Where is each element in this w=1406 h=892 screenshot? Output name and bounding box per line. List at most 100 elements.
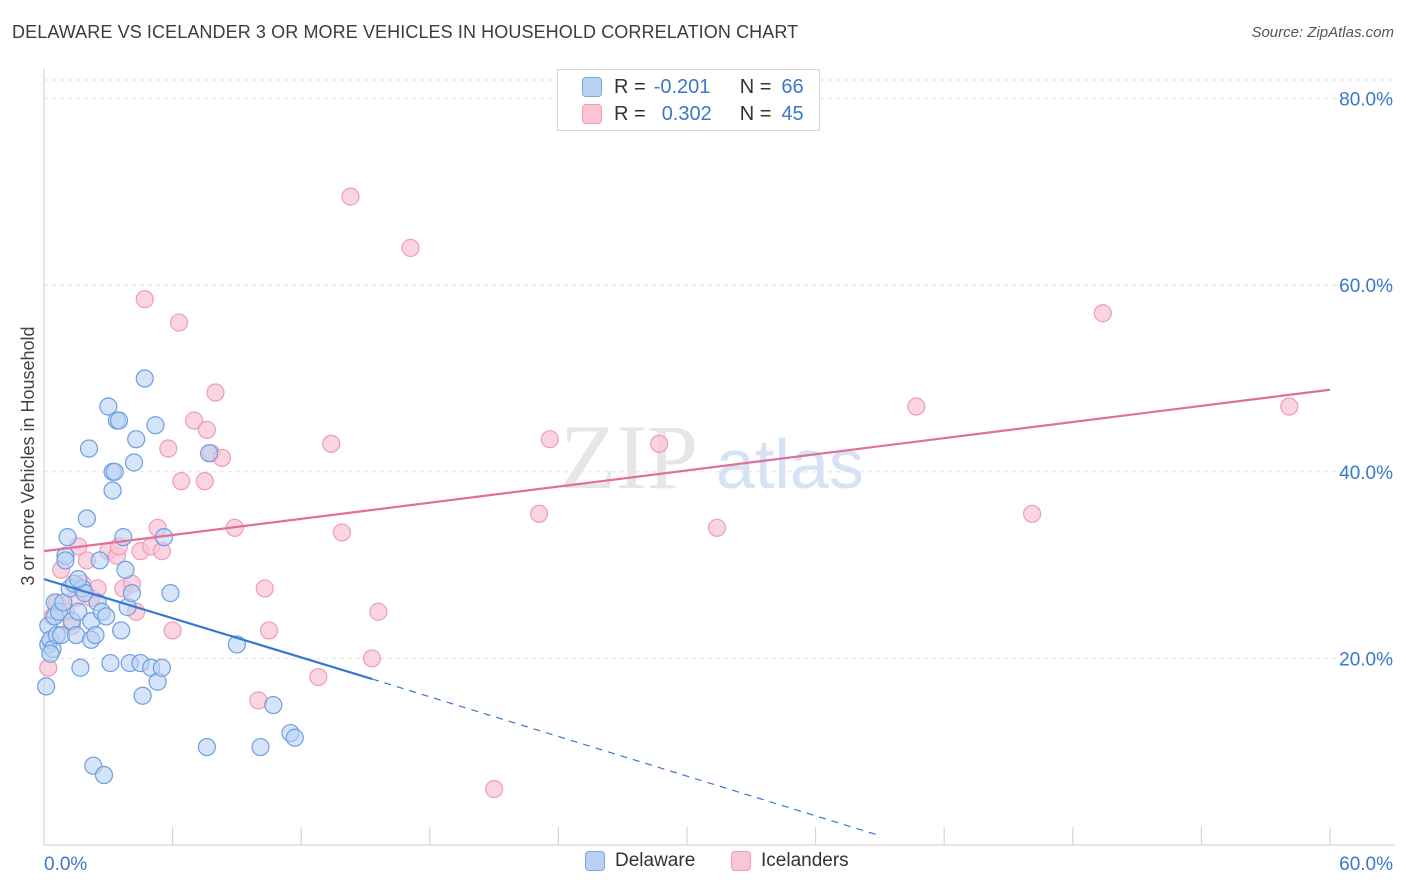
r-value-icelanders: 0.302 bbox=[661, 102, 712, 125]
delaware-point bbox=[77, 509, 96, 528]
x-tick-label: 0.0% bbox=[44, 854, 87, 875]
y-tick-label: 80.0% bbox=[1339, 90, 1393, 111]
delaware-point bbox=[90, 551, 109, 570]
icelanders-point bbox=[907, 397, 926, 416]
icelanders-point bbox=[369, 602, 388, 621]
icelanders-point bbox=[259, 621, 279, 640]
delaware-point bbox=[124, 453, 144, 472]
axes bbox=[43, 68, 1395, 846]
legend-row-delaware: R = -0.201 N = 66 bbox=[582, 75, 804, 99]
delaware-point bbox=[122, 584, 141, 603]
delaware-legend-swatch bbox=[585, 851, 605, 871]
x-tick-label: 60.0% bbox=[1339, 854, 1393, 875]
delaware-point bbox=[79, 439, 99, 458]
delaware-point bbox=[133, 686, 152, 705]
legend-item-delaware: Delaware bbox=[585, 850, 695, 872]
watermark-zip: ZIP bbox=[560, 406, 698, 508]
icelanders-point bbox=[135, 290, 154, 309]
watermark: ZIP atlas bbox=[560, 406, 864, 508]
icelanders-point bbox=[401, 238, 420, 258]
n-value-delaware: 66 bbox=[781, 75, 804, 98]
grid-lines bbox=[44, 79, 1395, 659]
delaware-point bbox=[146, 416, 165, 435]
delaware-point bbox=[264, 695, 283, 715]
tick-labels: 20.0% 40.0% 60.0% 80.0% 0.0% 60.0% bbox=[44, 90, 1393, 875]
delaware-point bbox=[71, 658, 90, 677]
delaware-point bbox=[116, 560, 135, 579]
icelanders-point bbox=[309, 667, 328, 687]
delaware-point bbox=[67, 625, 86, 645]
r-label: R = bbox=[614, 102, 646, 125]
delaware-swatch bbox=[582, 77, 602, 97]
legend-row-icelanders: R = 0.302 N = 45 bbox=[582, 102, 804, 126]
icelanders-point bbox=[249, 691, 268, 710]
delaware-point bbox=[94, 765, 114, 785]
delaware-point bbox=[109, 411, 129, 430]
icelanders-point bbox=[332, 523, 352, 542]
delaware-trend-extension bbox=[371, 678, 881, 837]
icelanders-point bbox=[197, 420, 216, 439]
delaware-point bbox=[152, 658, 171, 677]
delaware-point bbox=[99, 397, 118, 416]
icelanders-point bbox=[1280, 397, 1299, 416]
icelanders-point bbox=[650, 434, 669, 453]
delaware-point bbox=[199, 444, 219, 463]
delaware-point bbox=[127, 430, 146, 449]
icelanders-point bbox=[362, 649, 382, 668]
icelanders-point bbox=[530, 504, 549, 523]
correlation-legend: R = -0.201 N = 66 R = 0.302 N = 45 bbox=[557, 69, 820, 131]
y-axis-label: 3 or more Vehicles in Household bbox=[18, 326, 38, 585]
trend-lines bbox=[43, 388, 1331, 837]
r-value-delaware: -0.201 bbox=[653, 75, 711, 98]
legend-item-icelanders: Icelanders bbox=[731, 850, 849, 872]
delaware-legend-label: Delaware bbox=[615, 850, 696, 871]
delaware-point bbox=[135, 369, 154, 388]
icelanders-legend-swatch bbox=[731, 851, 751, 871]
icelanders-point bbox=[1093, 304, 1112, 323]
delaware-point bbox=[114, 528, 133, 547]
icelanders-point bbox=[707, 518, 727, 537]
icelanders-point bbox=[195, 472, 214, 491]
icelanders-point bbox=[172, 472, 191, 491]
delaware-point bbox=[58, 528, 77, 547]
icelanders-point bbox=[1022, 504, 1042, 523]
chart-title: DELAWARE VS ICELANDER 3 OR MORE VEHICLES… bbox=[12, 22, 799, 42]
r-label: R = bbox=[614, 75, 646, 98]
icelanders-swatch bbox=[582, 104, 602, 124]
icelanders-point bbox=[322, 434, 341, 453]
delaware-trend-line bbox=[43, 578, 373, 680]
delaware-point bbox=[197, 737, 216, 757]
delaware-point bbox=[161, 584, 180, 603]
n-value-icelanders: 45 bbox=[781, 102, 804, 125]
delaware-point bbox=[37, 677, 56, 696]
icelanders-point bbox=[540, 430, 559, 449]
icelanders-point bbox=[159, 439, 178, 458]
n-label: N = bbox=[739, 102, 772, 125]
delaware-point bbox=[69, 570, 88, 589]
n-label: N = bbox=[739, 75, 772, 98]
icelanders-point bbox=[169, 313, 189, 332]
delaware-point bbox=[285, 728, 304, 747]
delaware-point bbox=[69, 602, 88, 621]
delaware-point bbox=[103, 481, 122, 500]
icelanders-trend-line bbox=[43, 388, 1331, 553]
delaware-point bbox=[105, 462, 124, 481]
icelanders-point bbox=[255, 579, 274, 598]
delaware-point bbox=[41, 644, 60, 663]
icelanders-legend-label: Icelanders bbox=[761, 850, 849, 871]
icelanders-point bbox=[341, 187, 360, 206]
delaware-point bbox=[97, 607, 116, 626]
icelanders-point bbox=[485, 779, 504, 799]
icelanders-point bbox=[184, 411, 204, 430]
y-tick-label: 60.0% bbox=[1339, 276, 1393, 297]
delaware-point bbox=[86, 625, 105, 645]
source-label: Source: ZipAtlas.com bbox=[1251, 24, 1394, 41]
icelanders-point bbox=[206, 383, 225, 402]
icelanders-point bbox=[163, 621, 182, 640]
delaware-point bbox=[56, 551, 75, 570]
delaware-point bbox=[112, 621, 131, 640]
y-tick-label: 20.0% bbox=[1339, 649, 1393, 670]
delaware-points bbox=[37, 369, 304, 785]
y-tick-label: 40.0% bbox=[1339, 463, 1393, 484]
